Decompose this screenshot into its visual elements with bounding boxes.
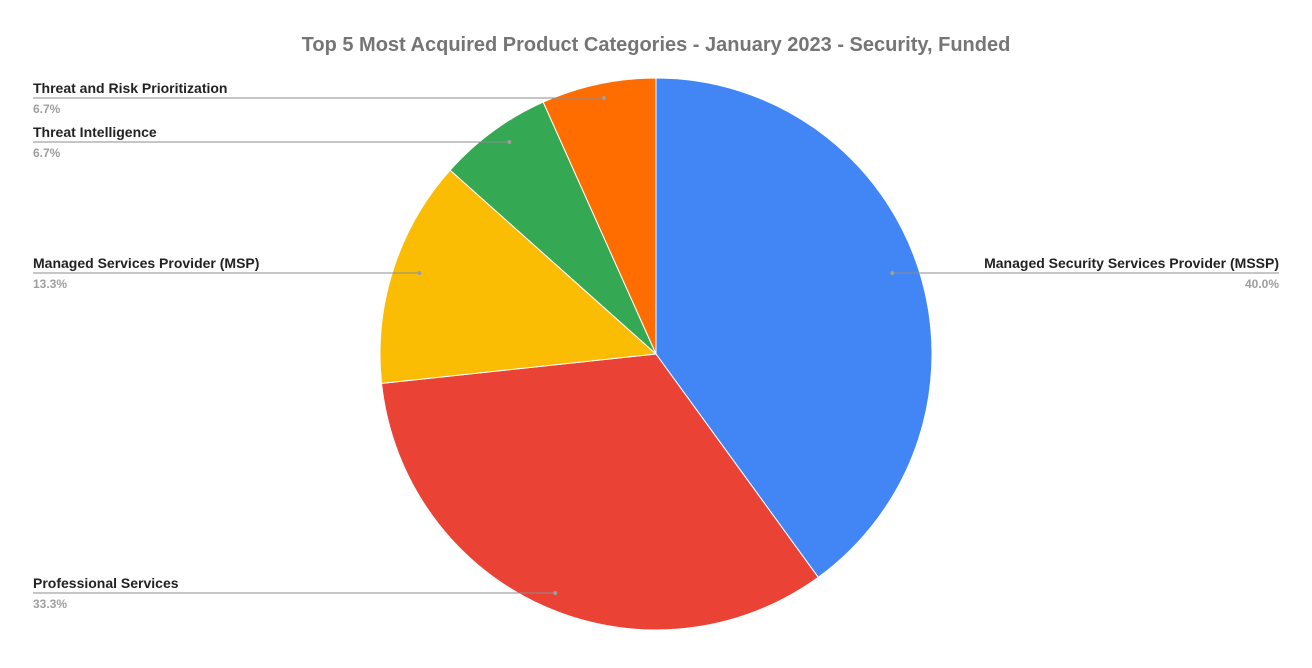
pie-slice-managed-security-services-provider-mssp — [655, 77, 933, 578]
slice-label-threat-intelligence: Threat Intelligence — [33, 124, 157, 140]
pie-slice-professional-services — [381, 353, 819, 631]
leader-dot-managed-security-services-provider-mssp — [890, 271, 895, 275]
pie-slice-threat-intelligence — [449, 101, 657, 355]
slice-label-managed-services-provider-msp: Managed Services Provider (MSP) — [33, 255, 259, 271]
leader-dot-threat-and-risk-prioritization — [602, 96, 607, 100]
slice-percent-managed-services-provider-msp: 13.3% — [33, 277, 67, 291]
slice-label-professional-services: Professional Services — [33, 575, 179, 591]
slice-label-threat-and-risk-prioritization: Threat and Risk Prioritization — [33, 80, 227, 96]
pie-slice-managed-services-provider-msp — [379, 169, 658, 384]
pie-labels: Managed Security Services Provider (MSSP… — [33, 80, 1279, 611]
pie-slice-threat-and-risk-prioritization — [542, 77, 657, 355]
leader-dot-professional-services — [553, 591, 558, 595]
slice-percent-threat-intelligence: 6.7% — [33, 146, 61, 160]
slice-percent-threat-and-risk-prioritization: 6.7% — [33, 102, 61, 116]
leader-dot-managed-services-provider-msp — [417, 271, 422, 275]
slice-label-managed-security-services-provider-mssp: Managed Security Services Provider (MSSP… — [984, 255, 1279, 271]
slice-percent-professional-services: 33.3% — [33, 597, 67, 611]
slice-percent-managed-security-services-provider-mssp: 40.0% — [1245, 277, 1279, 291]
pie-slices — [379, 77, 933, 631]
chart-title: Top 5 Most Acquired Product Categories -… — [302, 34, 1011, 56]
leader-dot-threat-intelligence — [507, 140, 512, 144]
